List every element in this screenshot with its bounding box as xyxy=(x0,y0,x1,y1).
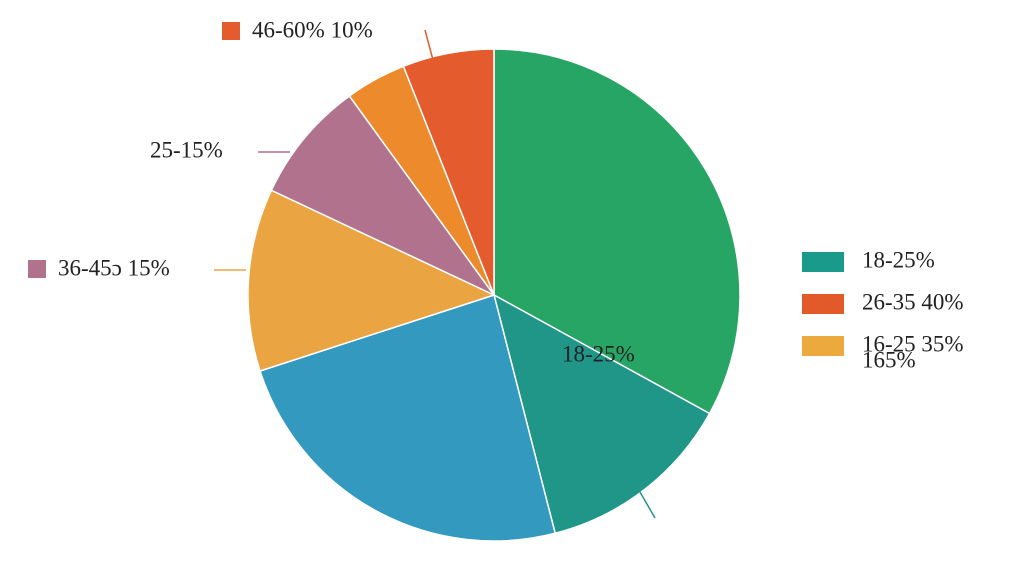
pie-slice xyxy=(270,94,495,296)
pie-slice xyxy=(247,189,497,372)
pie xyxy=(247,48,741,542)
legend: 18-25% 26-35 40% 16-25 35% xyxy=(802,247,964,356)
legend-swatch xyxy=(802,294,844,314)
legend-swatch xyxy=(802,252,844,272)
legend-label: 26-35 40% xyxy=(862,289,964,314)
legend-label: 18-25% xyxy=(862,247,935,272)
label-marker xyxy=(222,22,240,40)
labels: 46-60% 10% 25-15% 36-45ɔ 15% 18-25% 165% xyxy=(28,17,916,372)
legend-label: 16-25 35% xyxy=(862,331,964,356)
pie-slice xyxy=(492,293,711,535)
slice-label: 46-60% 10% xyxy=(252,17,373,42)
leader-line xyxy=(424,29,434,61)
slice-label: 25-15% xyxy=(150,137,223,162)
legend-swatch xyxy=(802,336,844,356)
label-marker xyxy=(28,260,46,278)
slice-label: 36-45ɔ 15% xyxy=(58,255,170,280)
leader-line xyxy=(639,491,656,519)
pie-slice xyxy=(259,294,557,542)
pie-slice xyxy=(493,48,741,415)
pie-slice xyxy=(402,48,495,296)
slice-label: 165% xyxy=(862,347,916,372)
slice-label: 18-25% xyxy=(562,341,635,366)
